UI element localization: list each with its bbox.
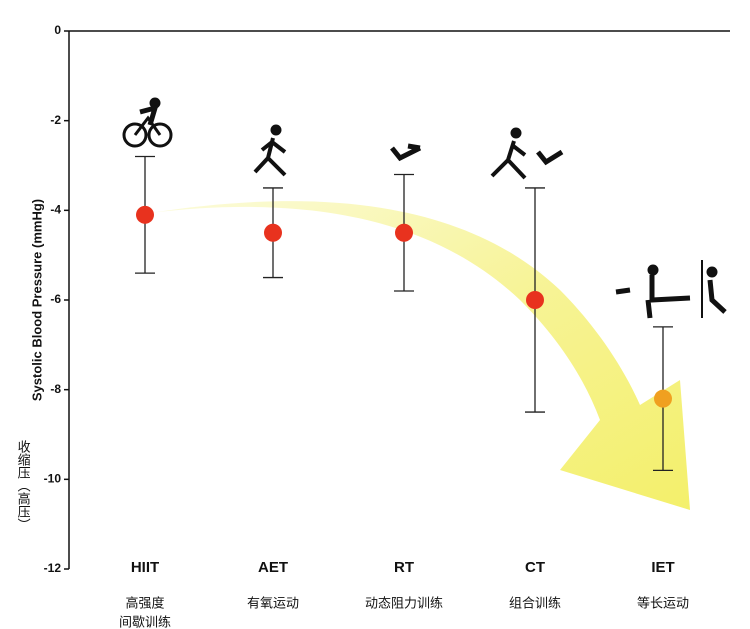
- y-axis-title-cn: 收缩压（高压）: [16, 440, 31, 531]
- point: [136, 205, 154, 224]
- y-tick-label: -2: [50, 113, 61, 127]
- y-tick-label: -10: [44, 472, 62, 486]
- x-note: 高强度: [125, 595, 164, 610]
- x-note: 有氧运动: [247, 595, 299, 610]
- x-tick-label: IET: [651, 559, 674, 576]
- y-tick-label: -6: [50, 292, 61, 306]
- icons: [122, 97, 727, 319]
- x-note: 动态阻力训练: [365, 595, 443, 610]
- x-note: 等长运动: [637, 595, 689, 610]
- point: [654, 389, 672, 408]
- x-tick-label: RT: [394, 559, 414, 576]
- x-note: 间歇训练: [119, 614, 171, 629]
- x-tick-label: CT: [525, 559, 545, 576]
- y-tick-label: -8: [50, 382, 61, 396]
- point: [395, 223, 413, 242]
- x-tick-label: AET: [258, 559, 288, 576]
- point: [264, 223, 282, 242]
- y-axis-title: Systolic Blood Pressure (mmHg): [29, 199, 44, 401]
- y-tick-label: 0: [54, 23, 61, 37]
- x-note: 组合训练: [509, 595, 561, 610]
- trend-arrow: [150, 201, 690, 510]
- y-tick-label: -12: [44, 561, 62, 575]
- x-tick-label: HIIT: [131, 559, 159, 576]
- y-tick-label: -4: [50, 203, 61, 217]
- point: [526, 291, 544, 309]
